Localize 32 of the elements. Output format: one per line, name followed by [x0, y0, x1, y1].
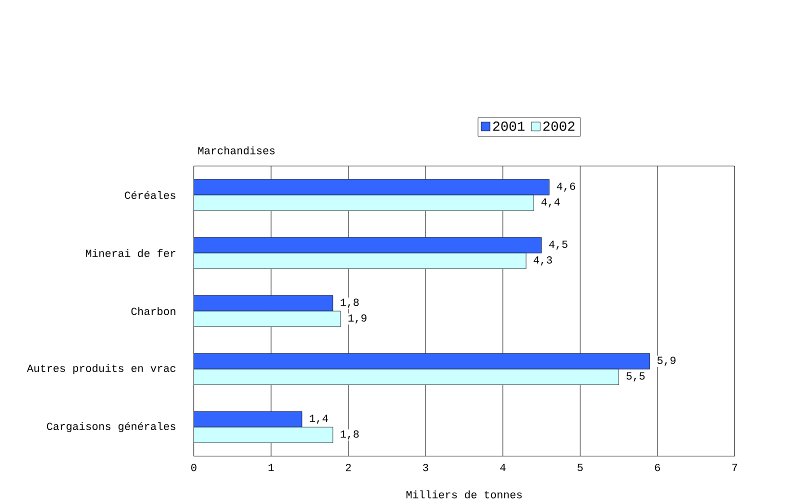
y-tick-label: Cargaisons générales: [46, 422, 176, 432]
x-tick-label: 4: [500, 464, 506, 471]
legend-label: 2001: [493, 122, 525, 131]
x-tick-label: 1: [268, 464, 274, 471]
x-tick-label: 7: [732, 464, 738, 471]
x-tick-label: 6: [654, 464, 660, 472]
data-label: 4,5: [549, 240, 568, 250]
bar: [194, 252, 526, 269]
x-tick-label: 0: [191, 464, 196, 472]
data-label: 4,3: [534, 256, 552, 266]
legend-label: 2002: [543, 122, 574, 131]
bar: [194, 310, 341, 327]
data-label: 5,9: [657, 356, 676, 366]
data-label: 4,6: [556, 182, 576, 192]
x-tick-label: 5: [578, 464, 583, 472]
y-axis-title: Marchandises: [198, 146, 275, 154]
y-tick-label: Charbon: [131, 307, 176, 316]
y-tick-label: Minerai de fer: [86, 249, 176, 258]
bar: [194, 426, 334, 443]
data-label: 1,8: [340, 298, 359, 308]
x-tick-label: 3: [423, 464, 428, 472]
data-label: 5,5: [626, 372, 645, 382]
data-label: 4,4: [541, 198, 560, 208]
data-label: 1,8: [340, 430, 359, 440]
bar: [194, 368, 619, 385]
x-tick-label: 2: [346, 464, 351, 472]
x-axis-title: Milliers de tonnes: [406, 490, 522, 498]
data-label: 1,9: [348, 314, 366, 324]
y-tick-label: Autres produits en vrac: [26, 364, 176, 374]
data-label: 1,4: [310, 414, 328, 424]
y-tick-label: Céréales: [124, 191, 176, 199]
bar: [194, 194, 534, 211]
